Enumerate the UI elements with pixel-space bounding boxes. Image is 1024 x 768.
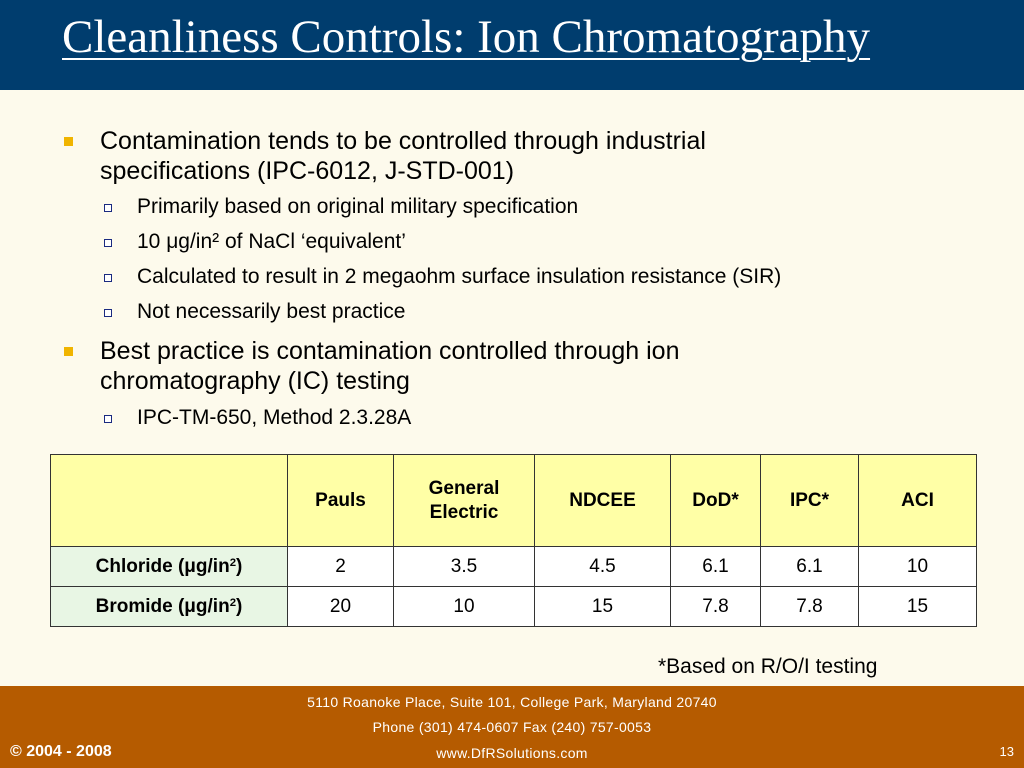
table-cell: 6.1 xyxy=(760,546,859,587)
header-text: General Electric xyxy=(428,477,500,523)
row-label-chloride: Chloride (μg/in2) xyxy=(50,546,288,587)
footer-phone: Phone (301) 474-0607 Fax (240) 757-0053 xyxy=(372,719,652,735)
sub-bullet-item: Calculated to result in 2 megaohm surfac… xyxy=(104,264,782,290)
sub-bullet-text: IPC-TM-650, Method 2.3.28A xyxy=(137,406,412,429)
table-cell: 6.1 xyxy=(670,546,761,587)
table-cell: 3.5 xyxy=(393,546,535,587)
page-number: 13 xyxy=(999,744,1014,759)
table-cell: 10 xyxy=(858,546,977,587)
sub-bullet-text: Calculated to result in 2 megaohm surfac… xyxy=(137,265,782,288)
table-header-cell xyxy=(50,454,288,547)
hollow-square-bullet-icon xyxy=(104,239,112,247)
title-bar: Cleanliness Controls: Ion Chromatography xyxy=(0,0,1024,90)
table-header-cell: IPC* xyxy=(760,454,859,547)
hollow-square-bullet-icon xyxy=(104,204,112,212)
contamination-limits-table: Pauls General Electric NDCEE DoD* IPC* A… xyxy=(50,454,977,627)
bullet-item: Best practice is contamination controlle… xyxy=(64,336,840,396)
footnote: *Based on R/O/I testing xyxy=(658,655,878,678)
table-header-cell: Pauls xyxy=(287,454,394,547)
square-bullet-icon xyxy=(64,347,73,356)
hollow-square-bullet-icon xyxy=(104,415,112,423)
table-cell: 7.8 xyxy=(760,586,859,627)
footer-address: 5110 Roanoke Place, Suite 101, College P… xyxy=(307,694,717,710)
table-header-cell: General Electric xyxy=(393,454,535,547)
sub-bullet-text: Not necessarily best practice xyxy=(137,300,406,323)
sub-bullet-text: Primarily based on original military spe… xyxy=(137,195,579,218)
table-cell: 7.8 xyxy=(670,586,761,627)
bullet-text: Best practice is contamination controlle… xyxy=(100,337,680,395)
sub-bullet-text: 10 μg/in² of NaCl ‘equivalent’ xyxy=(137,230,406,253)
sub-bullet-item: Not necessarily best practice xyxy=(104,299,406,325)
hollow-square-bullet-icon xyxy=(104,309,112,317)
table-row: Chloride (μg/in2) 2 3.5 4.5 6.1 6.1 10 xyxy=(50,546,977,587)
sub-bullet-item: Primarily based on original military spe… xyxy=(104,194,579,220)
bullet-text: Contamination tends to be controlled thr… xyxy=(100,127,706,185)
table-cell: 20 xyxy=(287,586,394,627)
sub-bullet-item: IPC-TM-650, Method 2.3.28A xyxy=(104,405,412,431)
bullet-item: Contamination tends to be controlled thr… xyxy=(64,126,840,186)
table-header-cell: NDCEE xyxy=(534,454,671,547)
table-header-cell: ACI xyxy=(858,454,977,547)
table-cell: 10 xyxy=(393,586,535,627)
table-header-row: Pauls General Electric NDCEE DoD* IPC* A… xyxy=(50,454,977,547)
hollow-square-bullet-icon xyxy=(104,274,112,282)
row-label-bromide: Bromide (μg/in2) xyxy=(50,586,288,627)
square-bullet-icon xyxy=(64,137,73,146)
table-cell: 4.5 xyxy=(534,546,671,587)
table-cell: 15 xyxy=(858,586,977,627)
sub-bullet-item: 10 μg/in² of NaCl ‘equivalent’ xyxy=(104,229,406,255)
table-cell: 15 xyxy=(534,586,671,627)
table-cell: 2 xyxy=(287,546,394,587)
table-row: Bromide (μg/in2) 20 10 15 7.8 7.8 15 xyxy=(50,586,977,627)
slide-title: Cleanliness Controls: Ion Chromatography xyxy=(62,11,871,63)
copyright: © 2004 - 2008 xyxy=(10,743,112,760)
footer-bar: 5110 Roanoke Place, Suite 101, College P… xyxy=(0,686,1024,768)
footer-website: www.DfRSolutions.com xyxy=(436,745,588,761)
table-header-cell: DoD* xyxy=(670,454,761,547)
